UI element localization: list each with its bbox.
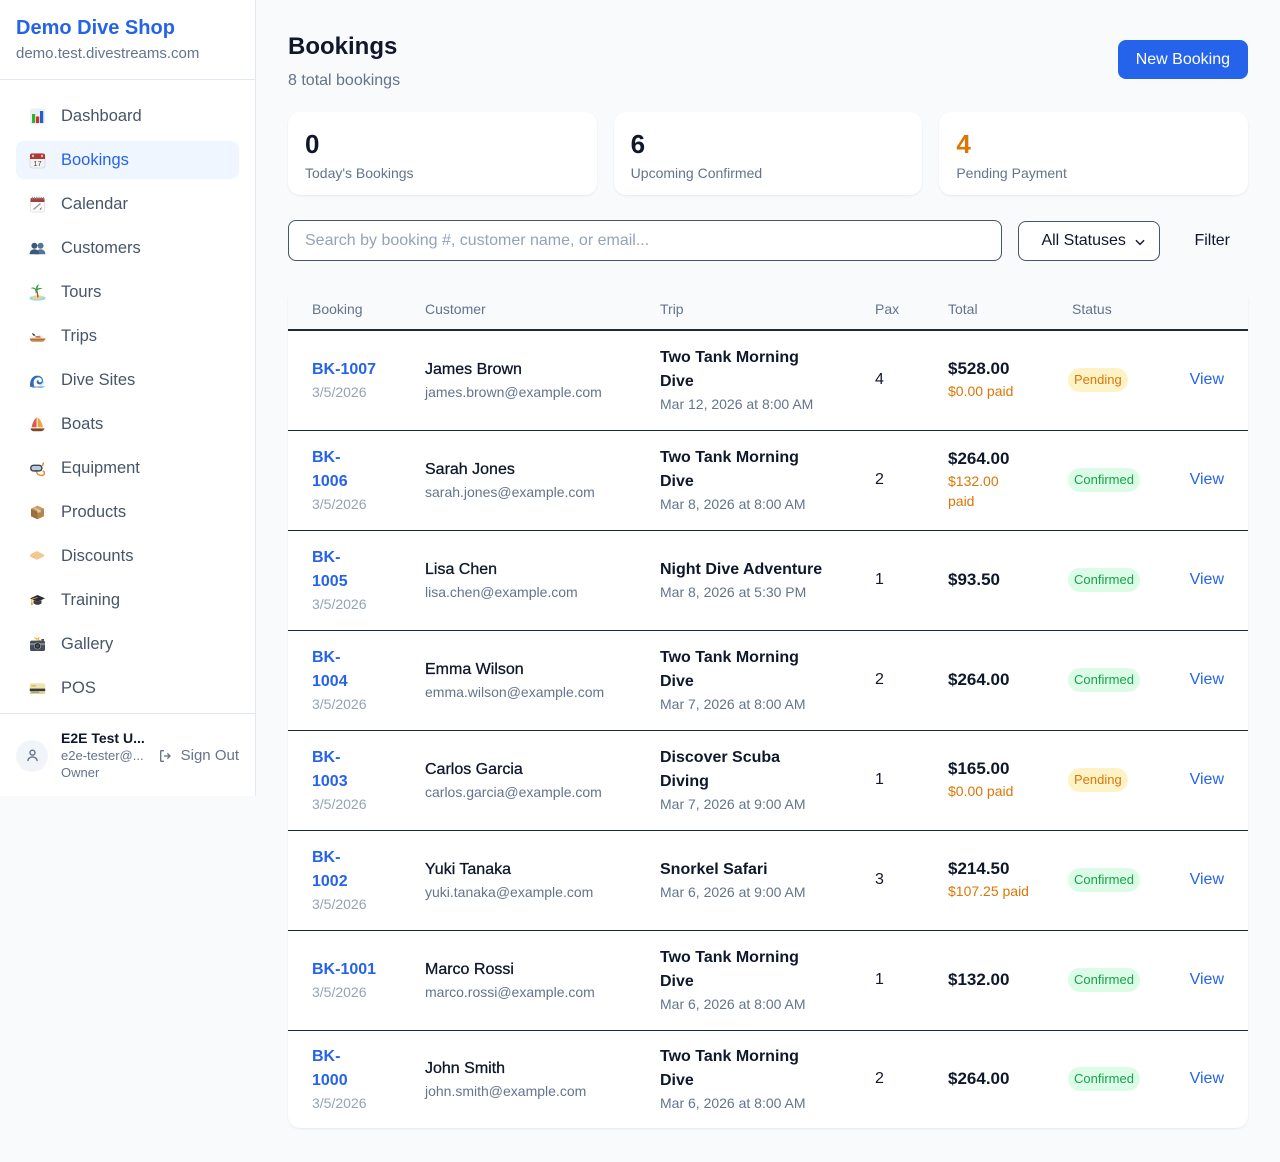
- svg-text:17: 17: [33, 159, 41, 168]
